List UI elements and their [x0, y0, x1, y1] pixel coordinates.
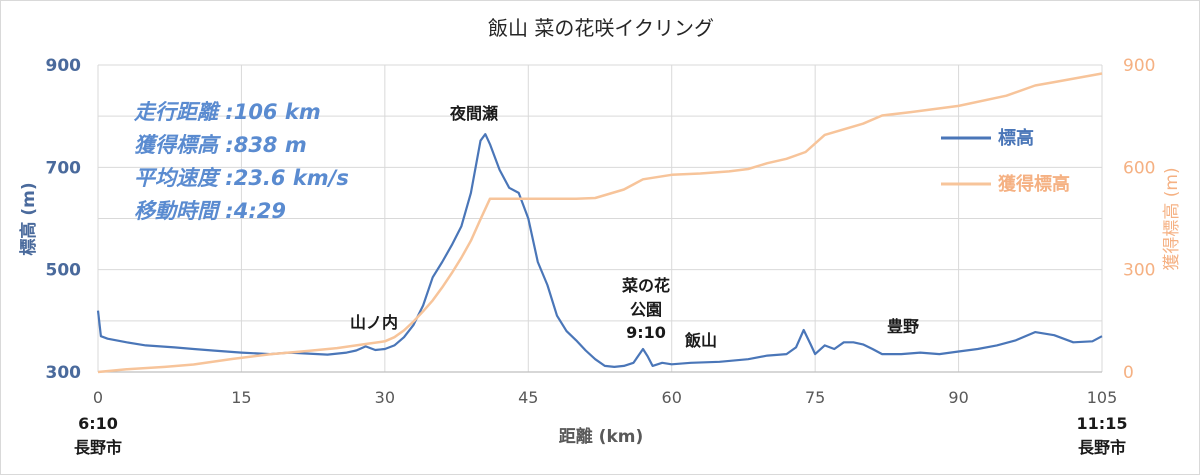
- x-axis-title: 距離 (km): [559, 426, 643, 447]
- y-right-tick-label: 0: [1123, 363, 1134, 383]
- y-left-tick-label: 700: [46, 158, 82, 178]
- annotation-label: 豊野: [887, 317, 919, 336]
- x-tick-label: 15: [231, 388, 251, 407]
- annotation-label: 夜間瀬: [449, 104, 498, 123]
- annotation-label: 公園: [630, 300, 662, 319]
- x-tick-label: 90: [948, 388, 968, 407]
- elevation-line: [96, 133, 1103, 368]
- annotation-label: 9:10: [626, 323, 666, 342]
- x-tick-label: 105: [1087, 388, 1118, 407]
- ride-stat-2: 平均速度 :23.6 km/s: [134, 166, 349, 190]
- y-right-tick-label: 900: [1123, 56, 1155, 76]
- y-left-tick-label: 300: [46, 363, 82, 383]
- y-right-tick-label: 600: [1123, 158, 1155, 178]
- x-tick-label: 60: [662, 388, 682, 407]
- y-left-tick-label: 900: [46, 56, 82, 76]
- ride-stat-0: 走行距離 :106 km: [133, 100, 321, 124]
- y-right-tick-label: 300: [1123, 261, 1155, 281]
- elevation-gain-line: [97, 72, 1103, 374]
- start-time-label: 6:10: [78, 414, 118, 433]
- x-tick-label: 75: [805, 388, 825, 407]
- legend-label-gain: 獲得標高: [998, 173, 1070, 195]
- end-time-label: 11:15: [1077, 414, 1128, 433]
- end-place-label: 長野市: [1078, 438, 1126, 457]
- ride-stat-3: 移動時間 :4:29: [134, 199, 286, 223]
- annotation-label: 菜の花: [621, 276, 670, 295]
- y-right-axis-title: 獲得標高 (m): [1162, 167, 1182, 270]
- y-left-tick-label: 500: [46, 261, 82, 281]
- legend-label-elevation: 標高: [998, 127, 1034, 149]
- annotation-label: 山ノ内: [350, 313, 398, 332]
- ride-stat-1: 獲得標高 :838 m: [134, 133, 307, 157]
- x-tick-label: 45: [518, 388, 538, 407]
- chart-title: 飯山 菜の花咲イクリング: [488, 16, 714, 40]
- start-place-label: 長野市: [74, 438, 122, 457]
- x-tick-label: 30: [375, 388, 395, 407]
- y-left-axis-title: 標高 (m): [18, 182, 39, 255]
- x-tick-label: 0: [93, 388, 103, 407]
- annotation-label: 飯山: [684, 331, 717, 350]
